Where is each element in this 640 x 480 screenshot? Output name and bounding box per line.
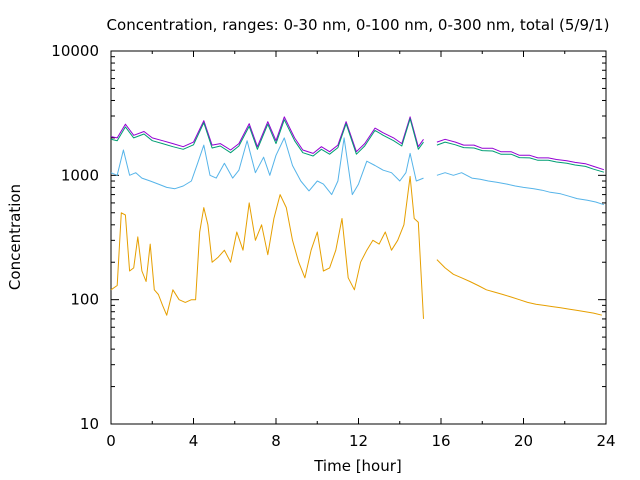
plot-frame <box>110 50 607 425</box>
y-axis: 10 100 1000 10000 <box>51 42 606 433</box>
series-3-line-after-gap <box>436 172 605 206</box>
x-tick-label: 8 <box>271 432 281 450</box>
chart-title: Concentration, ranges: 0-30 nm, 0-100 nm… <box>107 16 610 34</box>
x-tick-label: 20 <box>514 432 533 450</box>
series-layer <box>110 116 605 319</box>
x-tick-label: 4 <box>189 432 199 450</box>
series-2-line-after-gap <box>436 141 605 173</box>
series-4-line-after-gap <box>436 259 603 316</box>
x-tick-label: 16 <box>431 432 450 450</box>
series-1-line-before-gap <box>110 116 424 154</box>
x-tick-label: 24 <box>596 432 615 450</box>
series-1-line-after-gap <box>436 138 605 171</box>
y-tick-label: 100 <box>70 291 99 309</box>
x-axis: 0 4 8 12 16 20 24 <box>106 51 616 450</box>
plot-border <box>110 50 607 425</box>
x-tick-label: 0 <box>106 432 116 450</box>
series-4-line-before-gap <box>110 175 424 319</box>
series-3-line-before-gap <box>110 137 424 196</box>
y-axis-label: Concentration <box>6 184 24 290</box>
x-tick-label: 12 <box>349 432 368 450</box>
y-tick-label: 1000 <box>61 166 99 184</box>
y-tick-label: 10 <box>80 415 99 433</box>
y-tick-label: 10000 <box>51 42 99 60</box>
x-axis-label: Time [hour] <box>313 457 402 475</box>
series-2-line-before-gap <box>110 118 424 157</box>
